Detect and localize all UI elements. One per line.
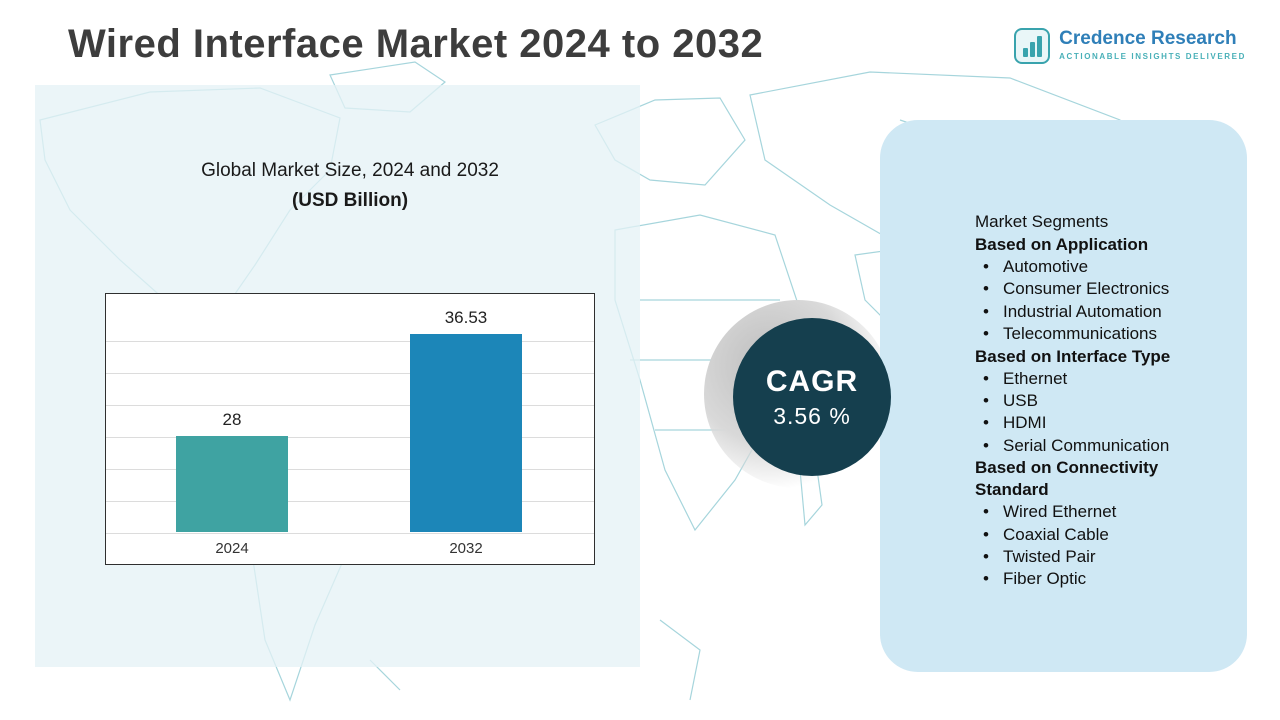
segment-item-label: HDMI	[1003, 413, 1047, 433]
credence-logo-icon	[1014, 28, 1051, 64]
brand-text: Credence Research Actionable Insights De…	[1059, 28, 1246, 61]
bar-value-label: 36.53	[444, 308, 488, 327]
segment-item-label: Ethernet	[1003, 368, 1068, 388]
category-label: 2032	[449, 540, 483, 557]
bullet-icon: •	[983, 257, 989, 276]
segment-item-label: Consumer Electronics	[1003, 279, 1170, 299]
segment-item: • Ethernet	[975, 368, 1225, 390]
segment-item-label: Automotive	[1003, 257, 1089, 276]
bullet-icon: •	[983, 368, 989, 388]
segment-group-title: Based on Application	[975, 235, 1149, 254]
bar-value-label: 28	[222, 410, 242, 429]
segment-item: • Wired Ethernet	[975, 501, 1225, 523]
segment-item-label: Twisted Pair	[1003, 547, 1096, 567]
chart-subtitle-units: (USD Billion)	[291, 190, 409, 211]
cagr-badge: CAGR 3.56 %	[733, 318, 891, 476]
segment-item-label: Industrial Automation	[1003, 301, 1162, 321]
segments-panel: Market Segments Based on Application • Aut…	[880, 120, 1247, 672]
gridline	[106, 533, 594, 534]
segment-item-label: Wired Ethernet	[1003, 502, 1117, 522]
segment-item-label: USB	[1003, 391, 1038, 411]
segment-item: • Consumer Electronics	[975, 278, 1225, 300]
segment-item-label: Fiber Optic	[1003, 569, 1087, 589]
page-title: Wired Interface Market 2024 to 2032	[68, 22, 764, 66]
chart-subtitle: Global Market Size, 2024 and 2032	[201, 160, 499, 181]
segment-item-label: Coaxial Cable	[1003, 524, 1109, 544]
gridline	[106, 341, 594, 342]
bullet-icon: •	[983, 301, 989, 321]
segments-content: Market Segments Based on Application • Aut…	[975, 212, 1225, 591]
category-label: 2024	[215, 540, 249, 557]
segment-item: • Industrial Automation	[975, 301, 1225, 323]
gridline	[106, 437, 594, 438]
segments-heading: Market Segments	[975, 212, 1109, 231]
segment-item: • Coaxial Cable	[975, 524, 1225, 546]
segment-item: • Fiber Optic	[975, 568, 1225, 590]
segment-item: • HDMI	[975, 412, 1225, 434]
brand-logo: Credence Research Actionable Insights De…	[1014, 28, 1246, 64]
brand-name: Credence Research	[1059, 28, 1237, 49]
bullet-icon: •	[983, 279, 989, 299]
segment-item-label: Telecommunications	[1003, 324, 1158, 344]
segment-item: • Telecommunications	[975, 323, 1225, 345]
segment-group-title: Based on Connectivity Standard	[975, 458, 1159, 500]
bullet-icon: •	[983, 524, 989, 544]
bullet-icon: •	[983, 502, 989, 522]
segment-item-label: Serial Communication	[1003, 435, 1170, 455]
segments-groups: Based on Application • Automotive • Consumer…	[975, 234, 1225, 591]
bullet-icon: •	[983, 435, 989, 455]
gridline	[106, 501, 594, 502]
bullet-icon: •	[983, 391, 989, 411]
segment-item: • Serial Communication	[975, 435, 1225, 457]
bullet-icon: •	[983, 324, 989, 344]
cagr-label: CAGR	[765, 364, 859, 398]
gridline	[106, 469, 594, 470]
bar-2024: 28	[176, 410, 288, 532]
brand-tagline: Actionable Insights Delivered	[1059, 52, 1246, 61]
bullet-icon: •	[983, 413, 989, 433]
bullet-icon: •	[983, 547, 989, 567]
segment-item: • Twisted Pair	[975, 546, 1225, 568]
segment-item: • Automotive	[975, 256, 1225, 278]
gridline	[106, 405, 594, 406]
bar-chart: 28 36.53 2024 2032	[105, 293, 595, 565]
segment-group-title: Based on Interface Type	[975, 346, 1171, 366]
gridline	[106, 373, 594, 374]
bullet-icon: •	[983, 569, 989, 589]
bar-rect	[410, 334, 522, 532]
bar-2032: 36.53	[410, 308, 522, 532]
bar-rect	[176, 436, 288, 532]
bars-row: 28 36.53	[106, 292, 594, 532]
categories-row: 2024 2032	[106, 540, 594, 557]
cagr-value: 3.56 %	[773, 402, 851, 429]
segment-item: • USB	[975, 390, 1225, 412]
